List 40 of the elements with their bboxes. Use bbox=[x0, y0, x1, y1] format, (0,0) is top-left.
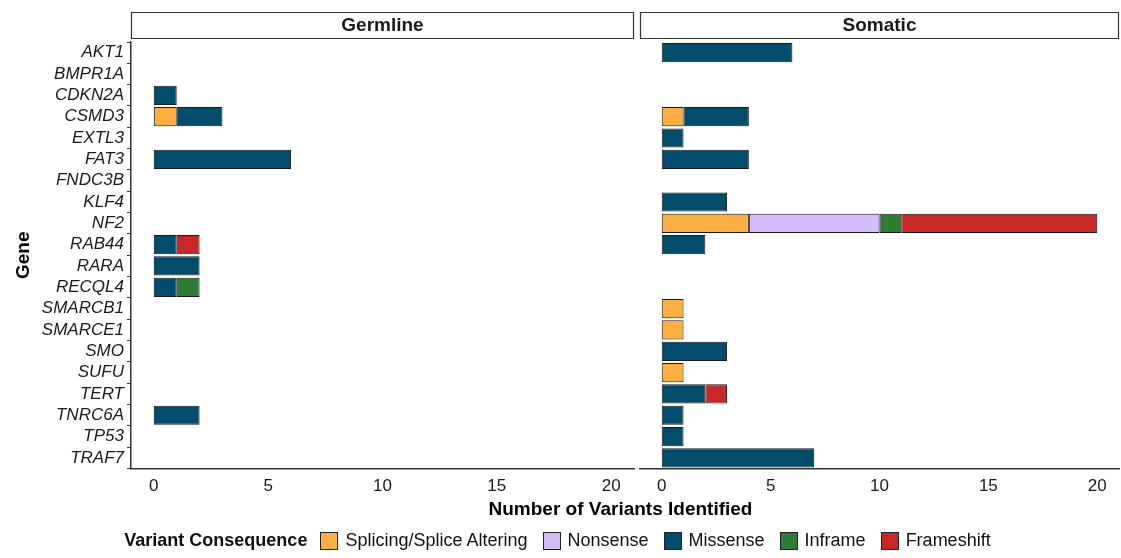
legend-label: Nonsense bbox=[567, 530, 649, 551]
y-tick-label: CDKN2A bbox=[55, 85, 124, 105]
y-axis-title: Gene bbox=[11, 231, 33, 280]
x-tick-label: 0 bbox=[149, 476, 159, 496]
x-tick-label: 20 bbox=[601, 476, 621, 496]
x-tick-label: 10 bbox=[373, 476, 392, 496]
y-tick-label: NF2 bbox=[91, 213, 125, 233]
y-tick-label: AKT1 bbox=[80, 42, 124, 62]
y-tick-label: FNDC3B bbox=[55, 170, 124, 190]
chart-title: Germline bbox=[341, 14, 424, 36]
y-tick-label: SUFU bbox=[77, 362, 125, 382]
y-tick-label: TNRC6A bbox=[55, 405, 124, 425]
legend-title: Variant Consequence bbox=[124, 530, 308, 551]
x-tick-label: 15 bbox=[487, 476, 507, 496]
x-tick-label: 20 bbox=[1087, 476, 1107, 496]
legend-label: Splicing/Splice Altering bbox=[345, 530, 528, 551]
x-tick-label: 0 bbox=[657, 476, 667, 496]
y-tick-label: FAT3 bbox=[84, 149, 125, 169]
y-tick-label: KLF4 bbox=[83, 191, 124, 211]
x-tick-label: 5 bbox=[263, 476, 273, 496]
legend-label: Frameshift bbox=[905, 530, 991, 551]
y-tick-label: SMO bbox=[85, 341, 124, 361]
y-tick-label: BMPR1A bbox=[54, 63, 124, 83]
y-tick-label: TERT bbox=[79, 383, 126, 403]
y-tick-label: TP53 bbox=[83, 426, 125, 446]
y-tick-label: SMARCB1 bbox=[41, 298, 124, 318]
x-tick-label: 5 bbox=[765, 476, 776, 496]
x-axis-title: Number of Variants Identified bbox=[487, 498, 754, 520]
legend-label: Inframe bbox=[804, 530, 866, 551]
y-tick-label: TRAF7 bbox=[70, 447, 125, 467]
y-tick-label: SMARCE1 bbox=[41, 319, 124, 339]
x-tick-label: 15 bbox=[978, 476, 998, 496]
x-tick-label: 10 bbox=[870, 476, 889, 496]
y-tick-label: RECQL4 bbox=[55, 277, 124, 297]
legend-label: Missense bbox=[688, 530, 765, 551]
y-tick-label: RARA bbox=[76, 255, 124, 275]
y-tick-label: CSMD3 bbox=[64, 106, 125, 126]
y-tick-label: EXTL3 bbox=[72, 127, 125, 147]
chart-title: Somatic bbox=[842, 14, 917, 36]
y-tick-label: RAB44 bbox=[70, 234, 124, 254]
